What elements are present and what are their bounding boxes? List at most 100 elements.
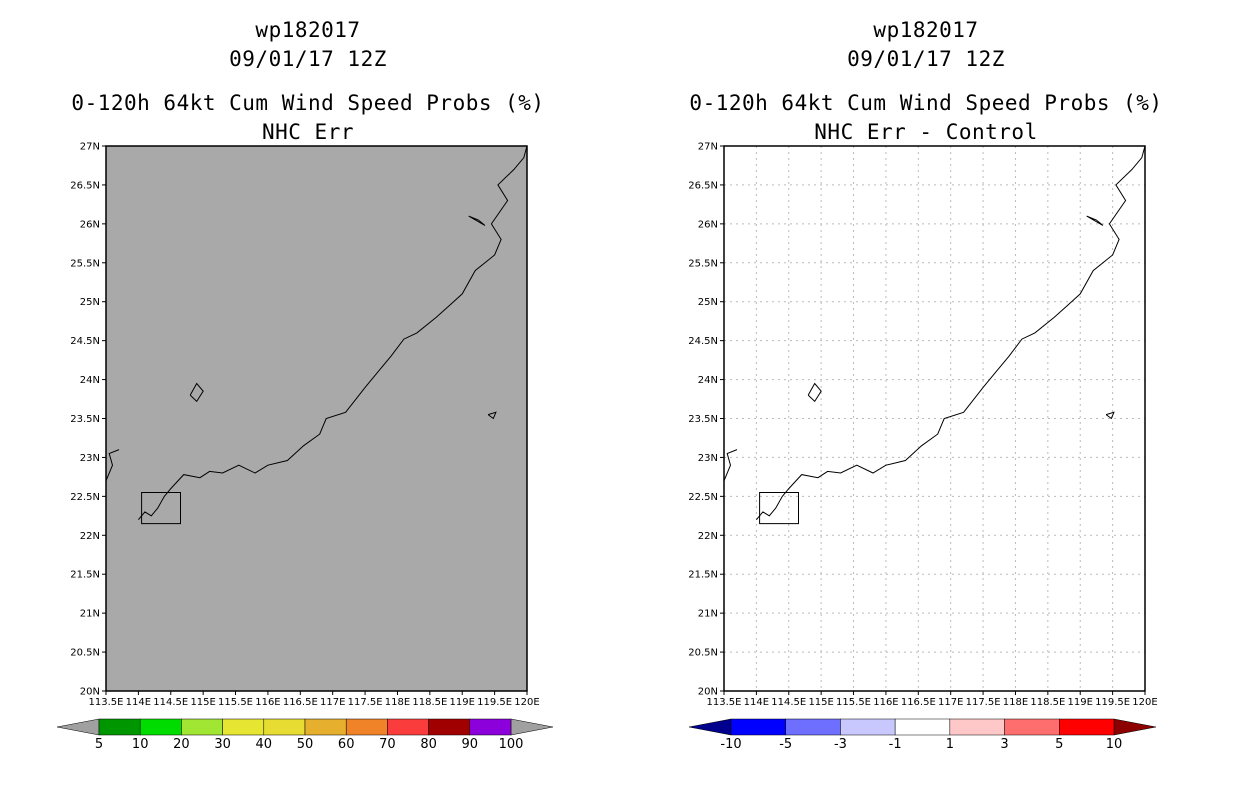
colorbar-swatch — [345, 718, 388, 736]
lat-tick-label: 20N — [698, 687, 718, 698]
lat-tick-label: 23.5N — [688, 414, 718, 425]
lon-tick-label: 117.5E — [348, 697, 383, 708]
lat-tick-label: 23N — [80, 453, 100, 464]
lon-tick-label: 119E — [1068, 697, 1093, 708]
lat-tick-label: 26N — [80, 219, 100, 230]
lon-tick-label: 118.5E — [1030, 697, 1065, 708]
colorbar-swatch — [730, 718, 786, 736]
left-map-background — [106, 146, 527, 691]
colorbar-label: 20 — [173, 737, 190, 752]
colorbar-label: 30 — [214, 737, 231, 752]
colorbar-swatch — [98, 718, 141, 736]
left-coastline — [138, 145, 528, 521]
lon-tick-label: 118E — [1003, 697, 1028, 708]
right-storm-id: wp182017 — [873, 18, 979, 42]
lat-tick-label: 26.5N — [70, 180, 100, 191]
colorbar-swatch — [469, 718, 512, 736]
right-subtitle: NHC Err - Control — [814, 120, 1038, 144]
left-datetime: 09/01/17 12Z — [229, 47, 387, 71]
lat-tick-label: 22N — [698, 531, 718, 542]
lat-tick-label: 24N — [698, 375, 718, 386]
left-hong-kong-boundary — [141, 492, 181, 525]
colorbar-over-triangle — [1113, 718, 1157, 736]
right-island — [1086, 215, 1104, 226]
colorbar-under-triangle — [56, 718, 100, 736]
right-product-block: 0-120h 64kt Cum Wind Speed Probs (%) NHC… — [626, 89, 1226, 147]
colorbar-swatch — [785, 718, 841, 736]
colorbar-label: 90 — [462, 737, 479, 752]
colorbar-label: -10 — [720, 737, 741, 752]
lat-tick-label: 25N — [80, 297, 100, 308]
lon-tick-label: 120E — [514, 697, 539, 708]
colorbar-label: 10 — [1106, 737, 1123, 752]
lat-tick-label: 20.5N — [70, 648, 100, 659]
lat-tick-label: 23.5N — [70, 414, 100, 425]
lon-tick-label: 117.5E — [966, 697, 1001, 708]
colorbar-under-triangle — [688, 718, 732, 736]
lat-tick-label: 25.5N — [70, 258, 100, 269]
colorbar-swatch — [263, 718, 306, 736]
lon-tick-label: 116.5E — [901, 697, 936, 708]
lon-tick-label: 115.5E — [836, 697, 871, 708]
left-storm-id: wp182017 — [255, 18, 361, 42]
colorbar-swatch — [894, 718, 951, 736]
left-island — [468, 215, 486, 226]
left-island — [189, 382, 204, 403]
lon-tick-label: 119E — [450, 697, 475, 708]
lat-tick-label: 20.5N — [688, 648, 718, 659]
right-title-block: wp182017 09/01/17 12Z — [626, 16, 1226, 74]
colorbar-label: -5 — [779, 737, 792, 752]
lat-tick-label: 21.5N — [688, 570, 718, 581]
colorbar-label: -3 — [834, 737, 847, 752]
right-coastline-west — [723, 449, 738, 481]
colorbar-swatch — [139, 718, 182, 736]
lon-tick-label: 113.5E — [89, 697, 124, 708]
lat-tick-label: 27N — [80, 142, 100, 153]
left-island — [487, 411, 497, 420]
colorbar-swatch — [1059, 718, 1115, 736]
colorbar-swatch — [840, 718, 896, 736]
lat-tick-label: 21N — [80, 609, 100, 620]
lon-tick-label: 120E — [1132, 697, 1157, 708]
lon-tick-label: 116E — [255, 697, 280, 708]
lon-tick-label: 115E — [808, 697, 833, 708]
lon-tick-label: 119.5E — [477, 697, 512, 708]
colorbar-label: -1 — [889, 737, 902, 752]
right-hong-kong-boundary — [759, 492, 799, 525]
lon-tick-label: 116.5E — [283, 697, 318, 708]
left-map-panel: 113.5E 114E 114.5E 115E 115.5E 116E 116.5E 117E… — [56, 142, 554, 752]
lat-tick-label: 24.5N — [688, 336, 718, 347]
lat-tick-label: 27N — [698, 142, 718, 153]
colorbar-label: 40 — [256, 737, 273, 752]
colorbar-swatch — [181, 718, 223, 736]
lat-tick-label: 22.5N — [70, 492, 100, 503]
right-product-title: 0-120h 64kt Cum Wind Speed Probs (%) — [689, 91, 1163, 115]
left-subtitle: NHC Err — [261, 120, 354, 144]
lon-tick-label: 115.5E — [218, 697, 253, 708]
lat-tick-label: 26.5N — [688, 180, 718, 191]
lon-tick-label: 118E — [385, 697, 410, 708]
lat-tick-label: 20N — [80, 687, 100, 698]
colorbar-label: 70 — [379, 737, 396, 752]
colorbar-swatch — [387, 718, 429, 736]
right-island — [807, 382, 822, 403]
colorbar-label: 5 — [1055, 737, 1063, 752]
lat-tick-label: 21.5N — [70, 570, 100, 581]
lat-tick-label: 22.5N — [688, 492, 718, 503]
lon-tick-label: 113.5E — [707, 697, 742, 708]
lon-tick-label: 119.5E — [1095, 697, 1130, 708]
lon-tick-label: 114E — [126, 697, 151, 708]
colorbar-swatch — [1004, 718, 1060, 736]
colorbar-over-triangle — [510, 718, 554, 736]
lon-tick-label: 116E — [873, 697, 898, 708]
right-map-panel: 113.5E 114E 114.5E 115E 115.5E 116E 116.5E 117E… — [688, 142, 1157, 753]
left-colorbar: 5 10 20 30 40 50 60 70 80 90 100 — [56, 718, 554, 752]
colorbar-label: 100 — [499, 737, 524, 752]
left-product-block: 0-120h 64kt Cum Wind Speed Probs (%) NHC… — [8, 89, 608, 147]
lat-tick-label: 22N — [80, 531, 100, 542]
lon-tick-label: 114E — [744, 697, 769, 708]
lat-tick-label: 25N — [698, 297, 718, 308]
colorbar-swatch — [222, 718, 265, 736]
colorbar-label: 10 — [132, 737, 149, 752]
